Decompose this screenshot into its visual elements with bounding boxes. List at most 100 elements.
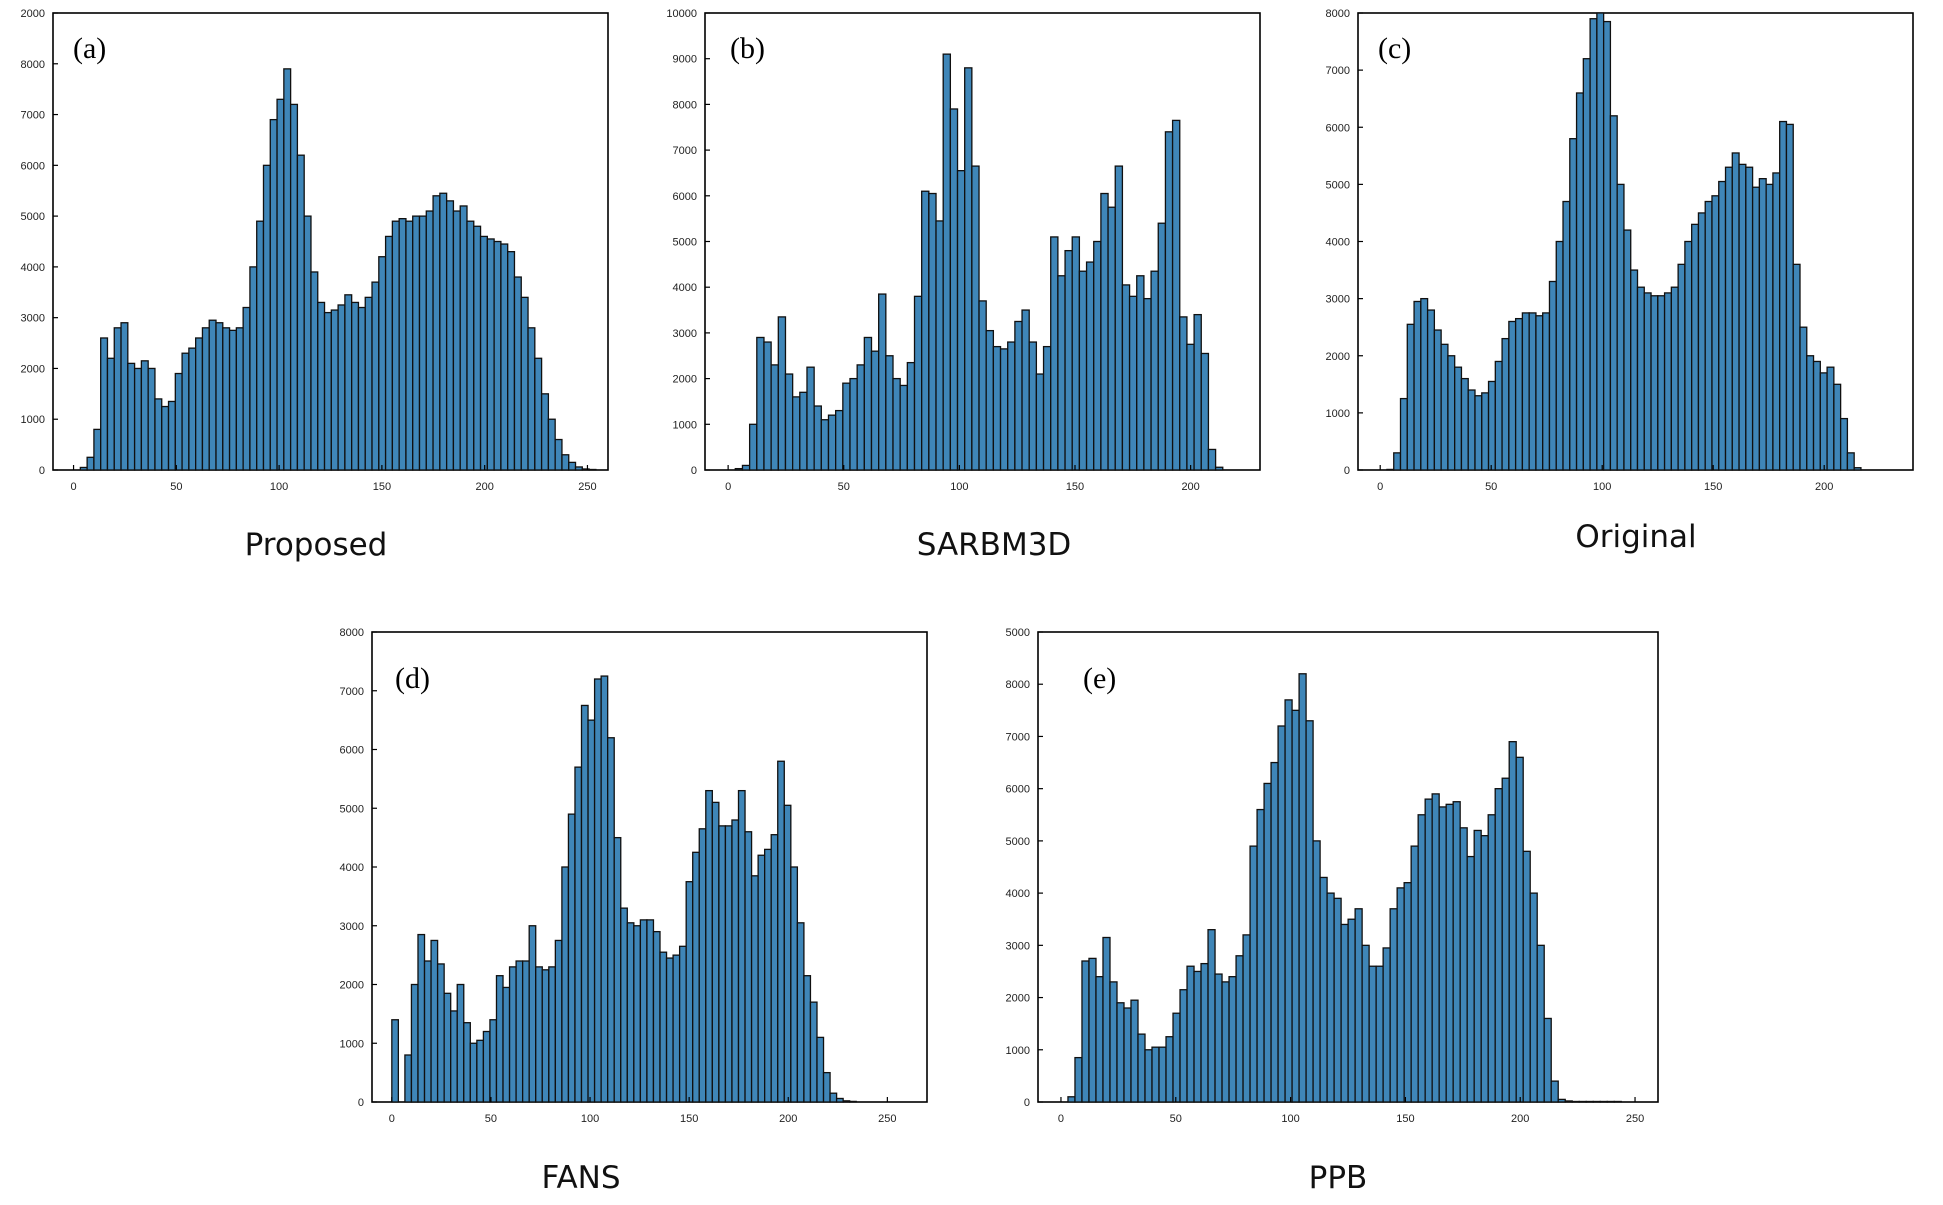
bar-a-56: [452, 210, 461, 471]
bar-e-9: [1123, 1007, 1132, 1103]
bar-d-18: [508, 966, 517, 1103]
bar-a-4: [100, 337, 109, 471]
bar-d-66: [822, 1071, 831, 1103]
caption-original: Original: [1575, 519, 1696, 555]
bar-d-56: [757, 854, 766, 1103]
bar-a-57: [459, 205, 468, 471]
bar-e-5: [1095, 976, 1104, 1103]
bar-d-25: [554, 939, 563, 1103]
bar-d-23: [541, 969, 550, 1103]
bar-b-68: [1214, 466, 1224, 471]
bar-d-35: [620, 907, 628, 1103]
bar-c-4: [1406, 323, 1415, 471]
bar-a-8: [127, 362, 136, 471]
bar-a-23: [228, 329, 238, 471]
bar-c-33: [1602, 20, 1612, 471]
bar-c-18: [1501, 337, 1510, 471]
bar-d-24: [548, 966, 556, 1103]
xtick-label-b-2: 100: [950, 481, 968, 493]
bar-e-26: [1242, 934, 1251, 1103]
bar-a-2: [86, 456, 95, 471]
bar-a-66: [520, 296, 529, 471]
bar-a-32: [289, 103, 299, 471]
bar-d-12: [469, 1042, 478, 1103]
bar-b-32: [956, 170, 966, 471]
xtick-label-d-5: 250: [878, 1113, 896, 1125]
bar-a-65: [513, 276, 522, 471]
bar-a-11: [147, 367, 156, 471]
bars-c: [1386, 12, 1862, 471]
bar-c-60: [1785, 123, 1794, 471]
bar-b-9: [791, 396, 801, 471]
bar-d-44: [678, 945, 687, 1103]
xtick-label-d-0: 0: [389, 1113, 395, 1125]
bar-a-14: [167, 400, 176, 471]
bar-d-47: [698, 828, 707, 1103]
bar-a-45: [378, 256, 387, 471]
xtick-label-a-0: 0: [70, 481, 76, 493]
xtick-label-e-0: 0: [1058, 1113, 1064, 1125]
bar-b-57: [1136, 275, 1145, 471]
bar-b-13: [820, 419, 830, 471]
bar-e-53: [1431, 793, 1440, 1103]
xtick-label-b-1: 50: [838, 481, 850, 493]
bar-b-50: [1085, 261, 1095, 471]
bar-d-11: [463, 1022, 471, 1103]
bar-c-26: [1555, 240, 1564, 471]
ytick-label-a-7: 7000: [21, 110, 45, 122]
bar-e-71: [1557, 1098, 1566, 1103]
bar-b-22: [885, 355, 894, 471]
ytick-label-e-6: 6000: [1006, 784, 1030, 796]
ytick-label-a-6: 6000: [21, 160, 45, 172]
bar-d-32: [600, 675, 609, 1103]
bar-d-50: [718, 825, 727, 1103]
bar-c-36: [1623, 229, 1632, 471]
bar-c-40: [1650, 295, 1659, 471]
bar-b-14: [827, 414, 837, 471]
bar-e-38: [1326, 892, 1335, 1103]
bar-c-13: [1467, 389, 1476, 471]
xtick-label-a-1: 50: [170, 481, 182, 493]
bar-a-72: [561, 454, 570, 471]
bar-a-29: [269, 118, 278, 471]
ytick-label-b-5: 5000: [673, 237, 697, 249]
bar-e-8: [1116, 1002, 1125, 1103]
bar-a-38: [330, 309, 339, 471]
bar-e-21: [1207, 929, 1216, 1103]
bar-b-18: [856, 364, 865, 471]
bar-e-64: [1508, 741, 1517, 1103]
bar-d-61: [790, 866, 799, 1103]
bar-a-17: [188, 347, 197, 471]
ytick-label-b-10: 10000: [666, 8, 697, 20]
bar-a-35: [310, 271, 319, 471]
bar-d-69: [842, 1100, 851, 1103]
ytick-label-e-0: 0: [1024, 1097, 1030, 1109]
bar-d-30: [587, 719, 596, 1103]
bar-e-23: [1221, 981, 1230, 1103]
bar-c-38: [1636, 286, 1645, 471]
ytick-label-c-4: 4000: [1326, 237, 1350, 249]
panel-label-e: (e): [1083, 662, 1116, 695]
bar-b-59: [1150, 270, 1159, 471]
bar-a-48: [398, 217, 407, 471]
bar-a-13: [161, 405, 170, 471]
bar-a-24: [235, 327, 244, 471]
bar-e-51: [1417, 814, 1426, 1103]
ticks-a: 0 50 100 150 200 250 0 1000 2000 3000 4000 5000 6000…: [21, 8, 597, 493]
bar-e-39: [1333, 897, 1342, 1103]
bar-c-28: [1569, 138, 1578, 471]
bar-c-55: [1751, 186, 1761, 471]
bar-e-69: [1543, 1017, 1552, 1103]
bar-a-64: [507, 251, 516, 471]
bar-d-64: [809, 1001, 818, 1103]
ytick-label-b-9: 9000: [673, 54, 697, 66]
bar-d-26: [561, 866, 570, 1103]
bar-e-55: [1445, 803, 1454, 1103]
bar-e-17: [1179, 989, 1188, 1103]
bar-c-30: [1582, 58, 1591, 471]
bar-a-67: [527, 327, 536, 471]
bar-c-45: [1684, 240, 1693, 471]
bar-a-50: [412, 215, 421, 471]
bar-a-21: [215, 322, 224, 471]
bar-a-46: [384, 235, 394, 471]
